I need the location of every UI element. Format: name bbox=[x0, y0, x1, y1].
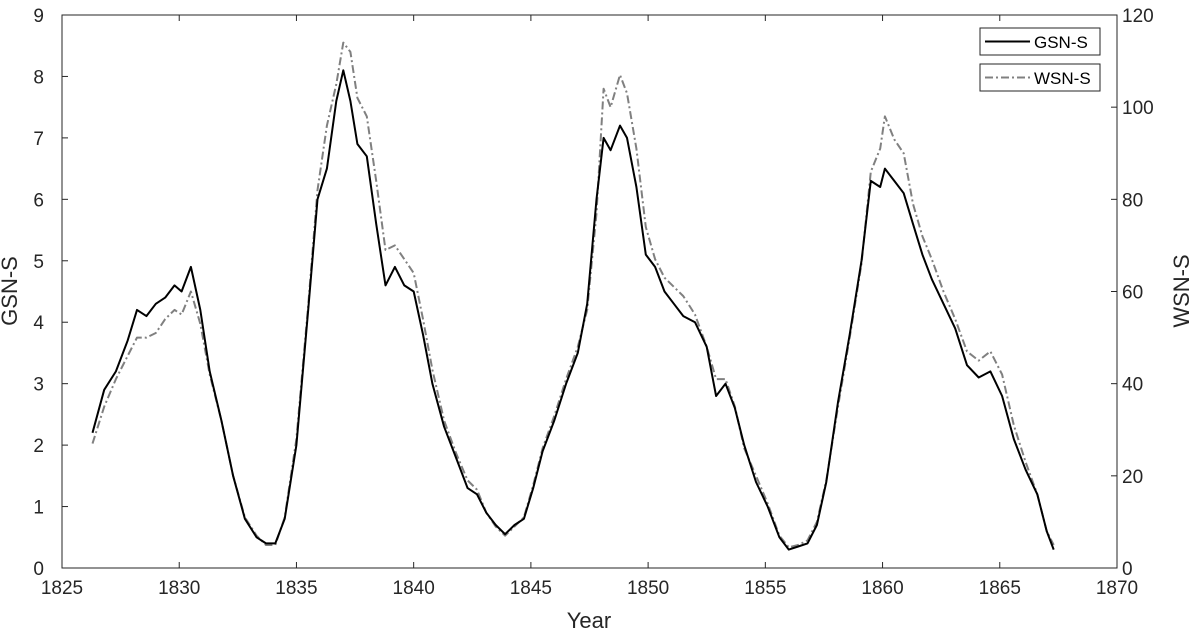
left-y-axis-label: GSN-S bbox=[0, 256, 22, 326]
right-y-tick-label: 60 bbox=[1122, 283, 1143, 304]
right-y-tick-label: 120 bbox=[1122, 6, 1154, 27]
x-tick-label: 1850 bbox=[627, 578, 669, 599]
right-y-tick-label: 100 bbox=[1122, 98, 1154, 119]
right-y-axis-label: WSN-S bbox=[1169, 254, 1194, 327]
x-axis: 1825 1830 1835 1840 1845 1850 1855 1860 1865 1870 bbox=[41, 15, 1138, 599]
left-y-axis: 0 1 2 3 4 5 6 7 8 9 bbox=[33, 6, 68, 580]
right-y-tick-label: 80 bbox=[1122, 190, 1143, 211]
right-y-axis: 0 20 40 60 80 100 120 bbox=[1111, 6, 1154, 580]
plot-area bbox=[61, 14, 1118, 569]
left-y-tick-label: 5 bbox=[33, 252, 44, 273]
legend-box-wsn bbox=[979, 63, 1101, 92]
left-y-tick-label: 8 bbox=[33, 67, 44, 88]
right-y-tick-label: 40 bbox=[1122, 375, 1143, 396]
left-y-tick-label: 4 bbox=[33, 313, 44, 334]
right-y-tick-label: 0 bbox=[1122, 559, 1133, 580]
legend-label-wsn: WSN-S bbox=[1034, 69, 1091, 88]
legend: GSN-S WSN-S bbox=[979, 27, 1101, 92]
left-y-tick-label: 6 bbox=[33, 190, 44, 211]
x-tick-label: 1870 bbox=[1096, 578, 1138, 599]
x-tick-label: 1830 bbox=[158, 578, 200, 599]
x-axis-label: Year bbox=[567, 608, 611, 632]
legend-label-gsn: GSN-S bbox=[1034, 33, 1088, 52]
left-y-tick-label: 0 bbox=[33, 559, 44, 580]
left-y-tick-label: 1 bbox=[33, 498, 44, 519]
left-y-tick-label: 7 bbox=[33, 129, 44, 150]
series-lines bbox=[91, 41, 1055, 551]
x-tick-label: 1845 bbox=[510, 578, 552, 599]
x-tick-label: 1825 bbox=[41, 578, 83, 599]
x-tick-label: 1865 bbox=[979, 578, 1021, 599]
x-tick-label: 1860 bbox=[861, 578, 903, 599]
series-line-gsn-s bbox=[91, 69, 1055, 551]
right-y-tick-label: 20 bbox=[1122, 467, 1143, 488]
left-y-tick-label: 9 bbox=[33, 6, 44, 27]
left-y-tick-label: 3 bbox=[33, 375, 44, 396]
x-tick-label: 1840 bbox=[393, 578, 435, 599]
x-tick-label: 1855 bbox=[744, 578, 786, 599]
left-y-tick-label: 2 bbox=[33, 436, 44, 457]
x-tick-label: 1835 bbox=[275, 578, 317, 599]
